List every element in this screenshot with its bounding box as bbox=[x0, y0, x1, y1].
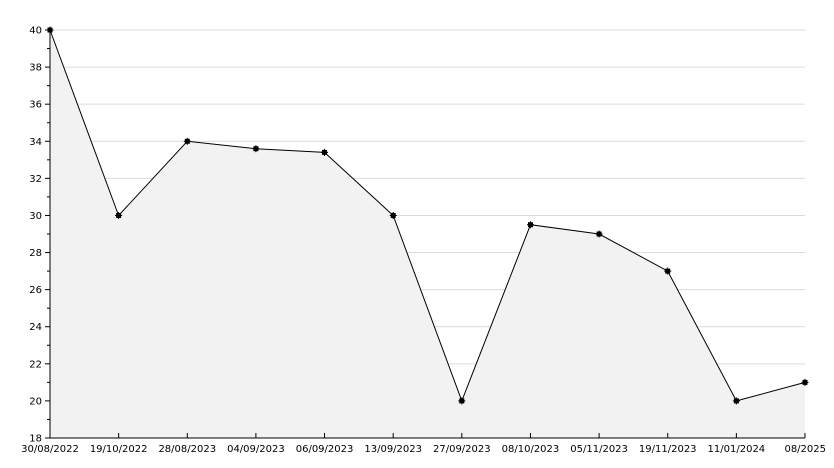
data-point bbox=[527, 221, 534, 229]
y-tick-label: 38 bbox=[29, 63, 42, 74]
y-tick-label: 20 bbox=[29, 396, 42, 407]
x-tick-label: 28/08/2023 bbox=[158, 444, 216, 455]
y-tick-label: 22 bbox=[29, 359, 42, 370]
data-point bbox=[321, 148, 328, 156]
series-area-fill bbox=[50, 30, 805, 438]
data-point bbox=[732, 397, 740, 405]
data-point bbox=[46, 26, 54, 34]
data-point bbox=[115, 212, 123, 219]
data-point bbox=[595, 230, 603, 238]
x-tick-label: 13/09/2023 bbox=[364, 444, 422, 455]
x-tick-label: 27/09/2023 bbox=[433, 444, 491, 455]
y-tick-label: 24 bbox=[29, 322, 42, 333]
data-point bbox=[664, 267, 672, 275]
data-point bbox=[801, 378, 809, 386]
data-point bbox=[389, 212, 397, 219]
data-points bbox=[46, 26, 809, 405]
data-point bbox=[183, 137, 191, 145]
x-tick-label: 04/09/2023 bbox=[227, 444, 285, 455]
x-axis-ticks: 30/08/2022 19/10/2022 28/08/2023 04/09/2023… bbox=[21, 433, 826, 455]
y-tick-label: 32 bbox=[29, 174, 42, 185]
x-tick-label: 08/10/2023 bbox=[502, 444, 560, 455]
y-tick-label: 40 bbox=[29, 26, 42, 37]
y-tick-label: 18 bbox=[29, 434, 42, 445]
y-tick-label: 36 bbox=[29, 100, 42, 111]
series-line bbox=[49, 29, 806, 403]
x-tick-label: 08/2025 bbox=[784, 444, 826, 455]
x-tick-label: 11/01/2024 bbox=[708, 444, 766, 455]
x-tick-label: 19/11/2023 bbox=[639, 444, 697, 455]
x-tick-label: 06/09/2023 bbox=[296, 444, 354, 455]
y-tick-label: 28 bbox=[29, 248, 42, 259]
y-tick-label: 26 bbox=[29, 285, 42, 296]
x-tick-label: 19/10/2022 bbox=[90, 444, 148, 455]
x-tick-label: 30/08/2022 bbox=[21, 444, 79, 455]
data-point bbox=[458, 397, 466, 405]
y-axis-ticks: 18 20 22 24 26 28 30 32 34 36 38 40 bbox=[29, 26, 50, 445]
x-tick-label: 05/11/2023 bbox=[570, 444, 628, 455]
y-tick-label: 34 bbox=[29, 137, 42, 148]
data-point bbox=[252, 145, 260, 153]
y-tick-label: 30 bbox=[29, 211, 42, 222]
